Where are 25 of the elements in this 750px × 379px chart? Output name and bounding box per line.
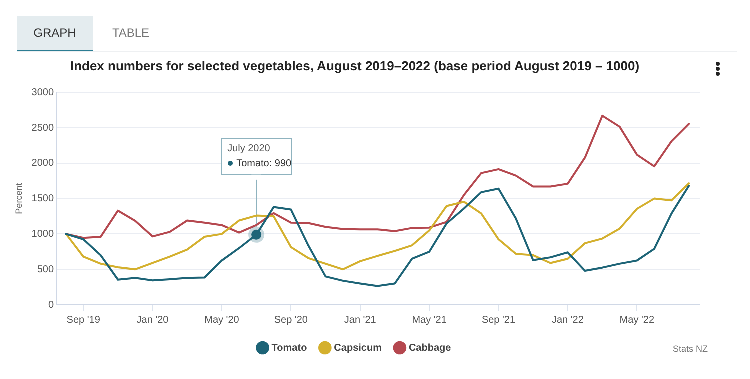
y-tick-label: 1000 bbox=[32, 228, 54, 240]
x-tick-label: Sep '20 bbox=[274, 314, 308, 326]
annotation: July 2020 Tomato: 990 bbox=[228, 144, 292, 170]
y-tick-label: 500 bbox=[37, 264, 54, 276]
y-tick-label: 0 bbox=[48, 300, 54, 311]
y-tick-label: 2500 bbox=[32, 122, 54, 134]
y-tick-label: 2000 bbox=[32, 158, 54, 170]
x-tick-label: Sep '19 bbox=[66, 314, 101, 326]
x-tick-label: Jan '21 bbox=[344, 314, 377, 326]
y-tick-label: 3000 bbox=[32, 87, 54, 98]
text: Stats NZ bbox=[672, 344, 708, 354]
x-tick-label: May '21 bbox=[412, 314, 448, 326]
text: TABLE bbox=[111, 25, 151, 42]
legend-label: Tomato bbox=[272, 342, 308, 354]
chart-title: Index numbers for selected vegetables, August 2019–2022 (base period August 2019 – 1000) bbox=[70, 58, 640, 74]
x-tick-label: Jan '20 bbox=[136, 314, 170, 326]
y-axis-title: Percent bbox=[14, 182, 24, 214]
legend-label: Capsicum bbox=[334, 342, 382, 354]
x-tick-label: May '22 bbox=[620, 314, 655, 326]
x-tick-label: May '20 bbox=[204, 314, 240, 326]
x-tick-label: Jan '22 bbox=[552, 314, 584, 326]
text: GRAPH bbox=[17, 16, 93, 52]
legend-label: Cabbage bbox=[408, 342, 452, 354]
x-tick-label: Sep '21 bbox=[482, 314, 516, 326]
y-tick-label: 1500 bbox=[32, 194, 54, 205]
